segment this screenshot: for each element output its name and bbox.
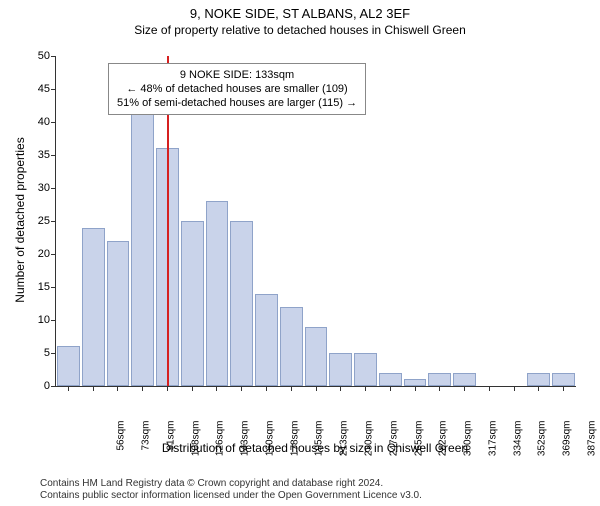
y-tick-label: 0 xyxy=(44,380,56,392)
x-tick xyxy=(192,386,193,391)
histogram-bar xyxy=(107,241,130,386)
x-tick xyxy=(142,386,143,391)
x-tick xyxy=(439,386,440,391)
y-tick-label: 50 xyxy=(38,50,56,62)
histogram-bar xyxy=(329,353,352,386)
x-tick xyxy=(241,386,242,391)
y-tick-label: 10 xyxy=(38,314,56,326)
histogram-bar xyxy=(453,373,476,386)
histogram-bar xyxy=(131,102,154,386)
histogram-bar xyxy=(354,353,377,386)
footnote-line2: Contains public sector information licen… xyxy=(40,490,422,502)
x-tick xyxy=(538,386,539,391)
x-tick xyxy=(93,386,94,391)
y-tick-label: 5 xyxy=(44,347,56,359)
footnote-line1: Contains HM Land Registry data © Crown c… xyxy=(40,478,422,490)
y-tick-label: 20 xyxy=(38,248,56,260)
histogram-bar xyxy=(552,373,575,386)
chart-container: { "title": "9, NOKE SIDE, ST ALBANS, AL2… xyxy=(0,6,600,506)
histogram-bar xyxy=(230,221,253,386)
y-axis-label: Number of detached properties xyxy=(13,120,27,320)
y-tick-label: 15 xyxy=(38,281,56,293)
x-tick xyxy=(316,386,317,391)
histogram-bar xyxy=(527,373,550,386)
footnote: Contains HM Land Registry data © Crown c… xyxy=(40,478,422,502)
histogram-bar xyxy=(428,373,451,386)
y-tick-label: 25 xyxy=(38,215,56,227)
x-tick xyxy=(489,386,490,391)
y-tick-label: 45 xyxy=(38,83,56,95)
x-tick xyxy=(216,386,217,391)
histogram-bar xyxy=(255,294,278,386)
plot-area: 0510152025303540455056sqm73sqm91sqm108sq… xyxy=(55,56,576,387)
x-tick-label: 387sqm xyxy=(586,421,597,481)
chart-subtitle: Size of property relative to detached ho… xyxy=(0,23,600,37)
x-tick xyxy=(266,386,267,391)
x-tick xyxy=(340,386,341,391)
x-tick xyxy=(563,386,564,391)
info-box: 9 NOKE SIDE: 133sqm← 48% of detached hou… xyxy=(108,63,366,116)
x-tick xyxy=(68,386,69,391)
x-tick xyxy=(464,386,465,391)
histogram-bar xyxy=(82,228,105,386)
y-tick-label: 35 xyxy=(38,149,56,161)
x-tick xyxy=(291,386,292,391)
info-box-line1: 9 NOKE SIDE: 133sqm xyxy=(117,68,357,82)
y-tick-label: 30 xyxy=(38,182,56,194)
x-axis-label: Distribution of detached houses by size … xyxy=(55,441,575,455)
chart-title: 9, NOKE SIDE, ST ALBANS, AL2 3EF xyxy=(0,6,600,21)
histogram-bar xyxy=(305,327,328,386)
x-tick xyxy=(167,386,168,391)
histogram-bar xyxy=(404,379,427,386)
info-box-line3: 51% of semi-detached houses are larger (… xyxy=(117,96,357,110)
x-tick xyxy=(415,386,416,391)
y-tick-label: 40 xyxy=(38,116,56,128)
histogram-bar xyxy=(379,373,402,386)
x-tick xyxy=(390,386,391,391)
info-box-line2: ← 48% of detached houses are smaller (10… xyxy=(117,82,357,96)
histogram-bar xyxy=(280,307,303,386)
histogram-bar xyxy=(57,346,80,386)
x-tick xyxy=(365,386,366,391)
x-tick xyxy=(117,386,118,391)
histogram-bar xyxy=(206,201,229,386)
histogram-bar xyxy=(181,221,204,386)
x-tick xyxy=(514,386,515,391)
